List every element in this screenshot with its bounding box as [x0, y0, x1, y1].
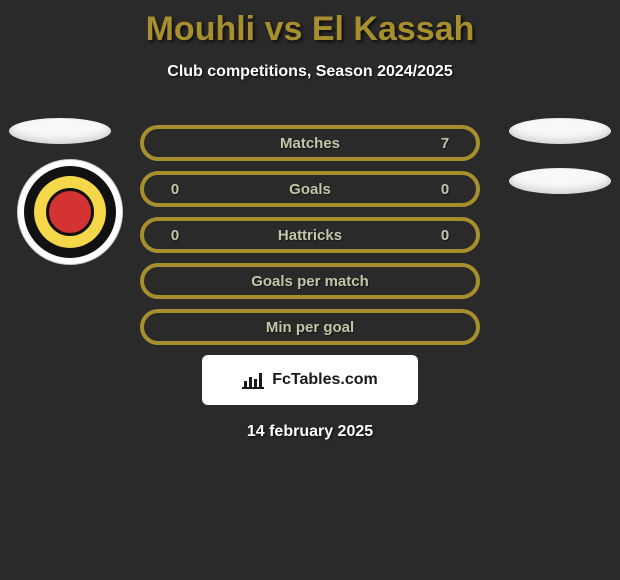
stat-label: Min per goal	[190, 319, 430, 336]
stat-row-goals: 0 Goals 0	[140, 171, 480, 207]
page-title: Mouhli vs El Kassah	[0, 0, 620, 49]
stat-row-goals-per-match: Goals per match	[140, 263, 480, 299]
stat-left-value: 0	[160, 181, 190, 198]
right-player-slot-2	[509, 168, 611, 194]
fctables-link[interactable]: FcTables.com	[202, 355, 418, 405]
badge-outer-ring	[24, 166, 116, 258]
stat-rows: Matches 7 0 Goals 0 0 Hattricks 0 Goals …	[140, 125, 480, 345]
stat-row-hattricks: 0 Hattricks 0	[140, 217, 480, 253]
club-badge-left	[18, 160, 122, 264]
subtitle: Club competitions, Season 2024/2025	[0, 63, 620, 81]
stat-label: Goals	[190, 181, 430, 198]
stat-row-min-per-goal: Min per goal	[140, 309, 480, 345]
stat-label: Hattricks	[190, 227, 430, 244]
left-player-slot-1	[9, 118, 111, 144]
stat-left-value: 0	[160, 227, 190, 244]
date-text: 14 february 2025	[0, 423, 620, 441]
stat-row-matches: Matches 7	[140, 125, 480, 161]
stat-label: Goals per match	[190, 273, 430, 290]
stat-right-value: 7	[430, 135, 460, 152]
bar-chart-icon	[242, 371, 264, 389]
stats-area: Matches 7 0 Goals 0 0 Hattricks 0 Goals …	[0, 125, 620, 441]
stat-label: Matches	[190, 135, 430, 152]
stat-right-value: 0	[430, 227, 460, 244]
stat-right-value: 0	[430, 181, 460, 198]
badge-inner-ring	[46, 188, 94, 236]
badge-mid-ring	[34, 176, 106, 248]
fctables-label: FcTables.com	[272, 371, 378, 389]
right-player-slot-1	[509, 118, 611, 144]
